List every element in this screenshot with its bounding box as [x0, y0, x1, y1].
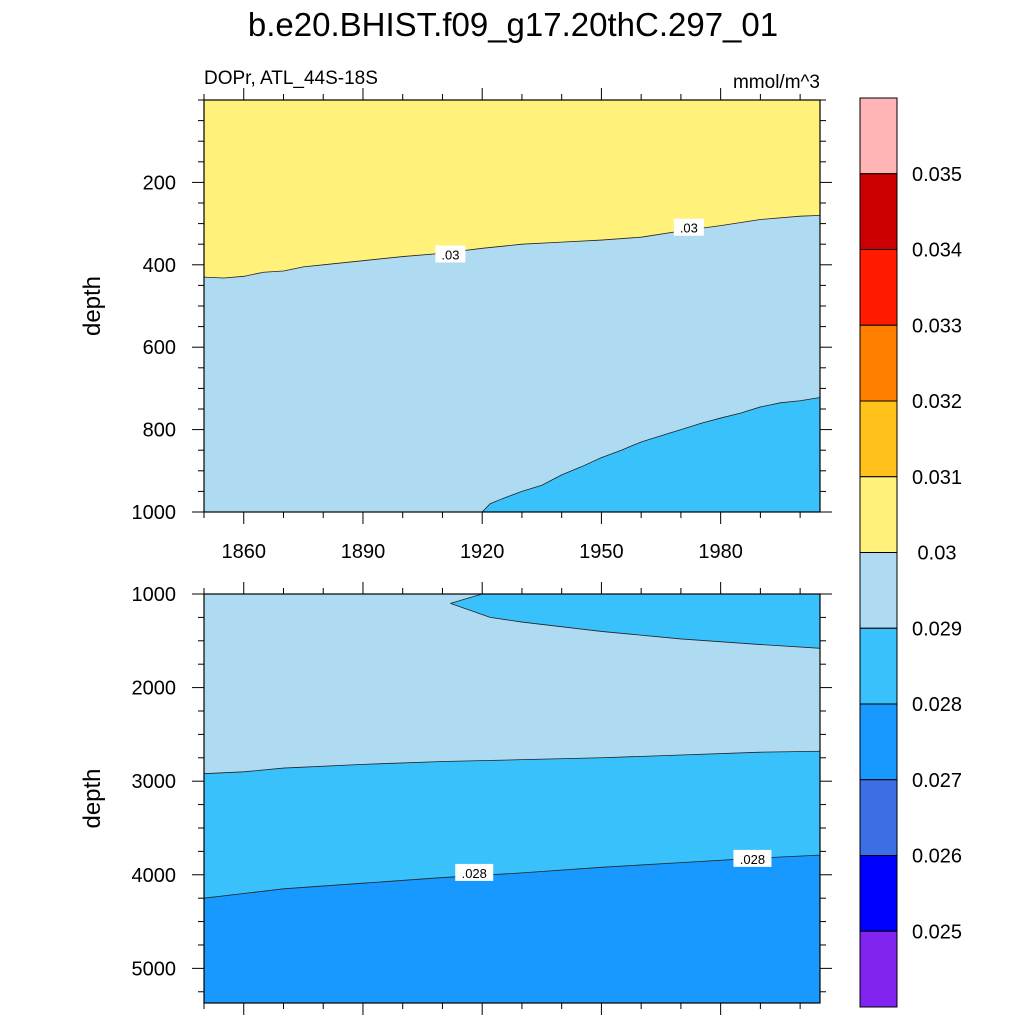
upper-panel: .03 .03 1860 1890 1920 1950 1980 200 400 600 800 10…	[79, 88, 832, 563]
contour-label-text: .03	[680, 221, 698, 236]
contour-label-box	[733, 849, 772, 867]
upper-region-1	[482, 397, 820, 512]
colorbar-label: 0.035	[912, 164, 962, 186]
lower-contour-line-1	[203, 750, 821, 775]
lower-y-tick-label: 1000	[132, 584, 177, 606]
upper-y-tick-label: 200	[143, 172, 176, 194]
colorbar-swatch	[859, 324, 898, 402]
colorbar-swatch	[859, 930, 898, 1008]
colorbar-label: 0.028	[912, 694, 962, 716]
colorbar-swatch	[859, 855, 898, 932]
lower-panel: .028 .028 1000 2000 3000 4000 5000 depth	[79, 582, 832, 1015]
colorbar-swatch	[859, 249, 898, 326]
upper-contour-line-1	[481, 397, 821, 513]
colorbar-swatch	[859, 779, 898, 856]
colorbar-swatch	[859, 97, 898, 175]
colorbar-label: 0.031	[912, 467, 962, 489]
upper-y-tick-label: 1000	[132, 502, 177, 524]
contour-label-box	[673, 218, 704, 236]
upper-region-0	[204, 100, 820, 278]
chart-subtitle-units: mmol/m^3	[733, 72, 820, 93]
x-tick-label: 1920	[460, 541, 505, 563]
lower-contour-label-0: .028	[455, 863, 494, 881]
upper-y-tick-label: 800	[143, 420, 176, 442]
colorbar-swatch	[859, 173, 898, 250]
lower-y-tick-label: 5000	[132, 958, 177, 980]
colorbar-label: 0.034	[912, 240, 962, 262]
upper-y-tick-label: 400	[143, 255, 176, 277]
colorbar-label: 0.026	[912, 846, 962, 868]
lower-y-tick-label: 3000	[132, 771, 177, 793]
colorbar-swatch	[859, 400, 898, 478]
lower-contour-label-1: .028	[733, 849, 772, 867]
lower-y-tick-label: 4000	[132, 865, 177, 887]
chart-subtitle-variable: DOPr, ATL_44S-18S	[204, 68, 378, 89]
colorbar-label: 0.03	[918, 543, 957, 565]
contour-label-box	[455, 863, 494, 881]
x-tick-label: 1980	[698, 541, 743, 563]
lower-region-1	[204, 594, 820, 774]
x-tick-label: 1950	[579, 541, 624, 563]
colorbar-label: 0.027	[912, 770, 962, 792]
upper-contour-label-1: .03	[673, 218, 704, 236]
colorbar-label: 0.032	[912, 391, 962, 413]
colorbar: 0.035 0.034 0.033 0.032 0.031 0.03 0.029 0.028 0…	[859, 97, 962, 1008]
contour-label-text: .028	[462, 866, 487, 881]
upper-y-tick-label: 600	[143, 337, 176, 359]
colorbar-swatch	[859, 703, 898, 781]
contour-label-text: .028	[740, 852, 765, 867]
contour-label-text: .03	[441, 248, 459, 263]
chart-title: b.e20.BHIST.f09_g17.20thC.297_01	[248, 6, 778, 43]
upper-contour-label-0: .03	[435, 245, 466, 263]
upper-y-axis-label: depth	[79, 276, 106, 336]
colorbar-swatch	[859, 627, 898, 705]
contour-label-box	[435, 245, 466, 263]
colorbar-label: 0.025	[912, 921, 962, 943]
lower-y-tick-label: 2000	[132, 678, 177, 700]
lower-region-2	[450, 594, 820, 649]
colorbar-swatch	[859, 476, 898, 553]
colorbar-label: 0.029	[912, 618, 962, 640]
colorbar-swatch	[859, 552, 898, 629]
x-tick-label: 1890	[341, 541, 386, 563]
colorbar-label: 0.033	[912, 315, 962, 337]
lower-y-axis-label: depth	[79, 768, 106, 828]
lower-frame	[203, 593, 821, 1004]
x-tick-label: 1860	[221, 541, 266, 563]
